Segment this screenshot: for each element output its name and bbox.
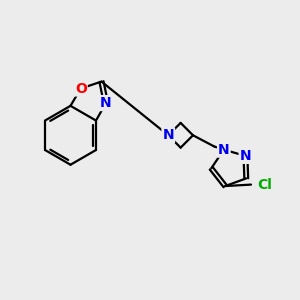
Text: N: N <box>218 143 230 157</box>
Text: N: N <box>240 149 251 163</box>
Text: N: N <box>162 128 174 142</box>
Text: N: N <box>100 96 112 110</box>
Text: Cl: Cl <box>257 178 272 192</box>
Text: O: O <box>75 82 87 95</box>
